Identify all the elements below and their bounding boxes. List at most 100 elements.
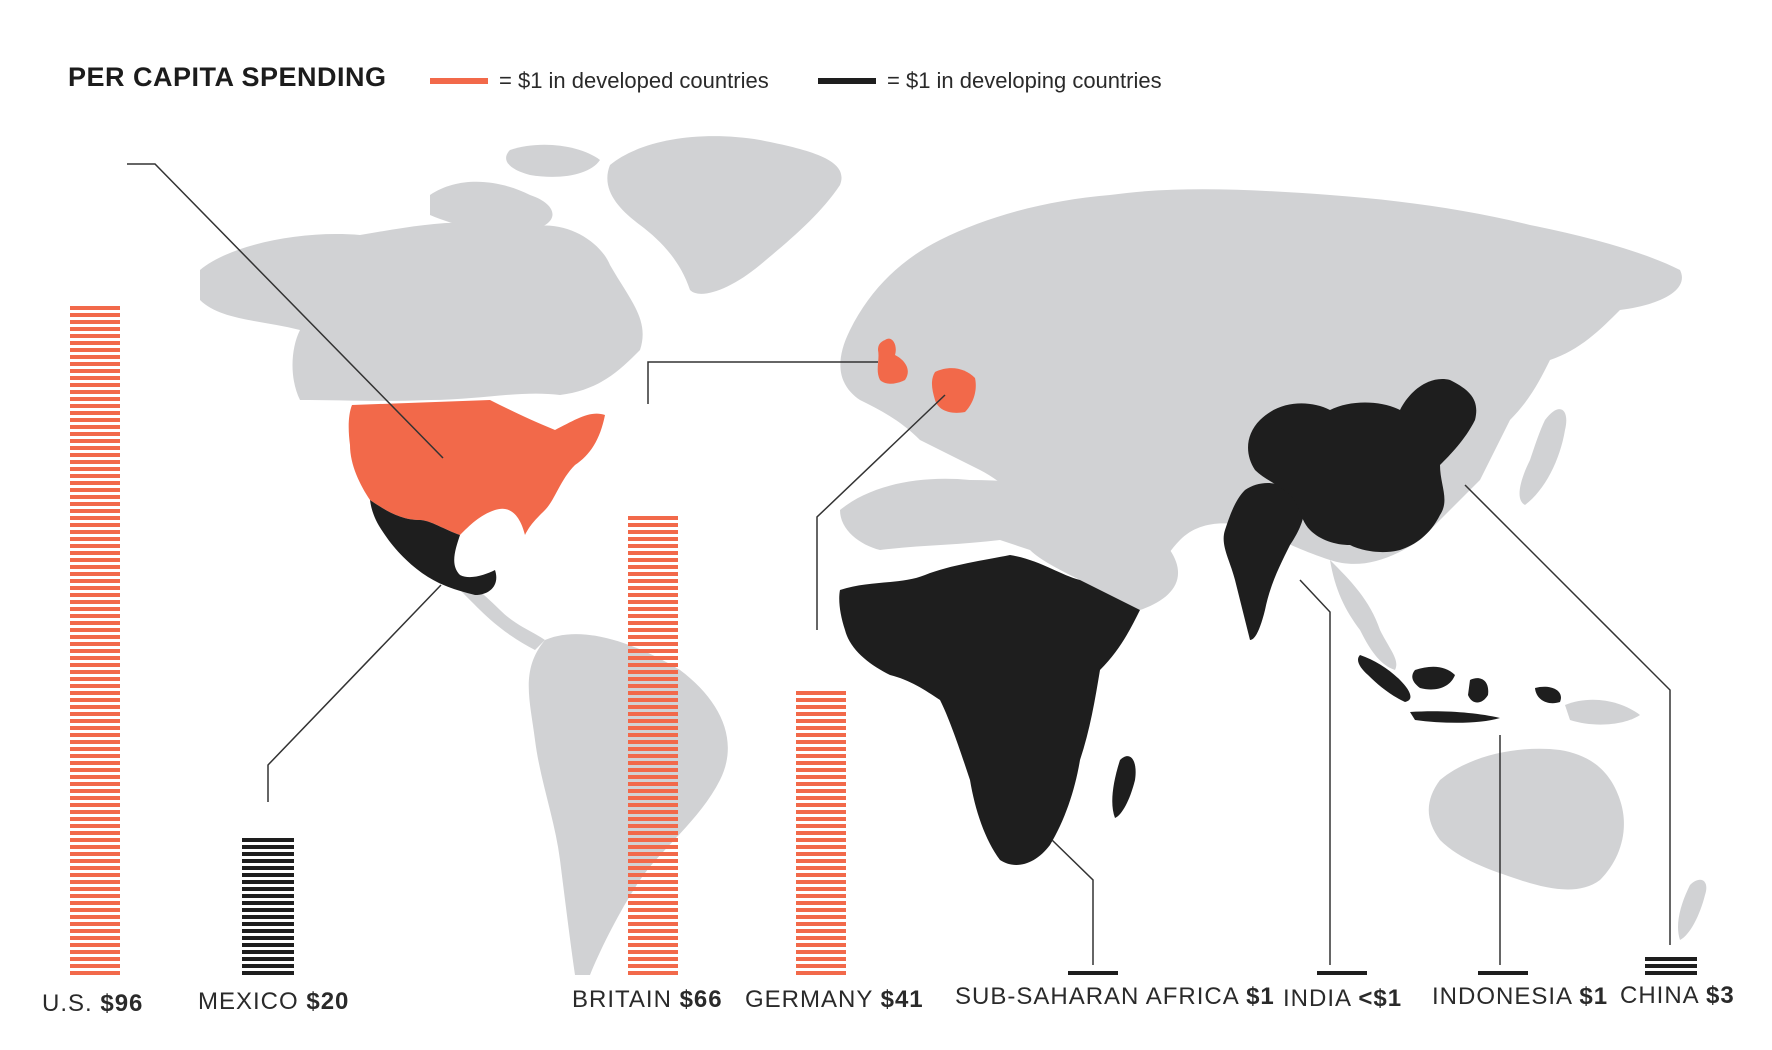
bar-stripe xyxy=(242,964,294,968)
bar-stripe xyxy=(70,789,120,793)
bar-stripe xyxy=(70,607,120,611)
bar-stripe xyxy=(628,565,678,569)
bar-stripe xyxy=(628,761,678,765)
bar-stripe xyxy=(70,663,120,667)
label-u-s: U.S. $96 xyxy=(42,990,143,1018)
bar-stripe xyxy=(628,614,678,618)
land-greenland xyxy=(607,136,842,294)
label-value: $66 xyxy=(679,986,723,1013)
bar-stripe xyxy=(628,537,678,541)
bar-stripe xyxy=(796,894,846,898)
bar-stripe xyxy=(796,845,846,849)
label-name: GERMANY xyxy=(745,986,881,1013)
bar-stripe xyxy=(70,971,120,975)
bar-stripe xyxy=(70,537,120,541)
bar-stripe xyxy=(70,929,120,933)
label-value: $1 xyxy=(1246,983,1275,1010)
leader-britain xyxy=(647,361,878,404)
bar-stripe xyxy=(70,383,120,387)
label-value: $96 xyxy=(100,990,144,1017)
bar-stripe xyxy=(796,810,846,814)
label-name: BRITAIN xyxy=(572,986,680,1013)
bar-stripe xyxy=(628,642,678,646)
bar-stripe xyxy=(242,922,294,926)
bar-britain xyxy=(628,516,678,975)
bar-stripe xyxy=(796,936,846,940)
bar-stripe xyxy=(242,894,294,898)
legend-swatch-developed xyxy=(430,78,488,84)
bar-stripe xyxy=(70,775,120,779)
bar-stripe xyxy=(628,740,678,744)
bar-stripe xyxy=(242,936,294,940)
bar-stripe xyxy=(628,789,678,793)
bar-indonesia xyxy=(1478,971,1528,975)
land-scandinavia xyxy=(936,226,1013,329)
bar-stripe xyxy=(70,495,120,499)
bar-stripe xyxy=(628,936,678,940)
bar-stripe xyxy=(70,341,120,345)
bar-stripe xyxy=(70,481,120,485)
bar-stripe xyxy=(796,859,846,863)
bar-stripe xyxy=(628,796,678,800)
land-japan xyxy=(1519,409,1567,505)
bar-u-s xyxy=(70,306,120,975)
bar-stripe xyxy=(796,747,846,751)
bar-stripe xyxy=(796,768,846,772)
bar-stripe xyxy=(70,712,120,716)
bar-china xyxy=(1645,957,1697,975)
bar-stripe xyxy=(628,929,678,933)
country-united-states xyxy=(348,400,605,535)
bar-stripe xyxy=(628,712,678,716)
bar-stripe xyxy=(70,593,120,597)
bar-stripe xyxy=(70,901,120,905)
bar-germany xyxy=(796,691,846,975)
bar-stripe xyxy=(796,740,846,744)
bar-stripe xyxy=(70,642,120,646)
bar-stripe xyxy=(796,817,846,821)
bar-stripe xyxy=(628,593,678,597)
bar-stripe xyxy=(70,768,120,772)
label-britain: BRITAIN $66 xyxy=(572,986,723,1014)
bar-stripe xyxy=(70,348,120,352)
bar-stripe xyxy=(70,922,120,926)
bar-stripe xyxy=(796,719,846,723)
bar-stripe xyxy=(70,964,120,968)
bar-stripe xyxy=(628,859,678,863)
bar-stripe xyxy=(242,866,294,870)
bar-stripe xyxy=(70,670,120,674)
bar-stripe xyxy=(796,964,846,968)
bar-stripe xyxy=(70,432,120,436)
bar-stripe xyxy=(628,558,678,562)
country-mexico xyxy=(370,500,497,595)
bar-stripe xyxy=(70,474,120,478)
label-name: U.S. xyxy=(42,990,101,1017)
bar-stripe xyxy=(796,789,846,793)
bar-stripe xyxy=(70,523,120,527)
bar-stripe xyxy=(70,376,120,380)
bar-stripe xyxy=(628,838,678,842)
bar-stripe xyxy=(796,866,846,870)
bar-stripe xyxy=(628,523,678,527)
bar-stripe xyxy=(70,467,120,471)
bar-stripe xyxy=(796,901,846,905)
bar-stripe xyxy=(70,705,120,709)
bar-stripe xyxy=(70,726,120,730)
bar-stripe xyxy=(242,929,294,933)
bar-stripe xyxy=(628,901,678,905)
bar-stripe xyxy=(628,887,678,891)
bar-stripe xyxy=(628,747,678,751)
bar-stripe xyxy=(70,649,120,653)
bar-mexico xyxy=(242,838,294,975)
bar-stripe xyxy=(70,369,120,373)
bar-stripe xyxy=(70,824,120,828)
bar-stripe xyxy=(70,831,120,835)
bar-stripe xyxy=(70,551,120,555)
bar-stripe xyxy=(796,838,846,842)
land-new-guinea xyxy=(1565,699,1640,725)
bar-stripe xyxy=(70,754,120,758)
legend-label-developing: = $1 in developing countries xyxy=(887,68,1162,93)
bar-stripe xyxy=(242,950,294,954)
bar-stripe xyxy=(628,852,678,856)
bar-stripe xyxy=(242,957,294,961)
